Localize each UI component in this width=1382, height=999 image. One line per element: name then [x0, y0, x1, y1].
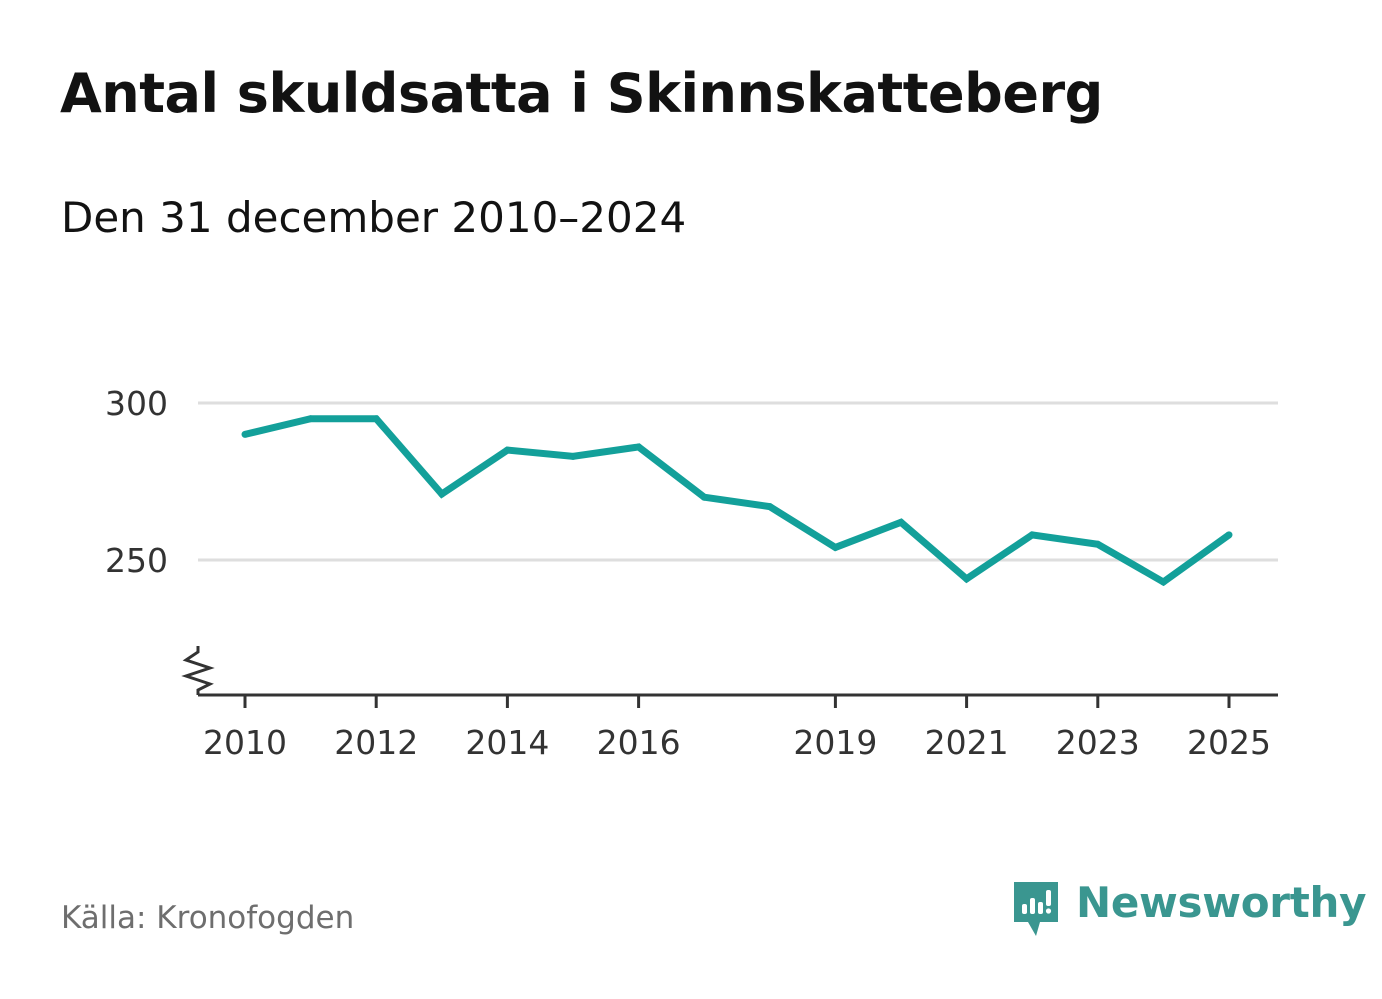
data-point: [635, 443, 643, 451]
data-point: [1225, 531, 1233, 539]
data-point: [1159, 578, 1167, 586]
series-line: [244, 415, 1232, 587]
data-point: [700, 493, 708, 501]
chart-subtitle: Den 31 december 2010–2024: [61, 193, 687, 242]
newsworthy-logo-icon: [1014, 882, 1058, 936]
data-point: [831, 543, 839, 551]
data-point: [766, 503, 774, 511]
x-tick-label: 2021: [925, 723, 1009, 762]
x-tick-label: 2012: [334, 723, 418, 762]
y-axis-labels: 300 250: [105, 384, 168, 580]
brand-logo: Newsworthy: [1010, 878, 1366, 942]
x-tick-label: 2023: [1056, 723, 1140, 762]
data-point: [503, 446, 511, 454]
x-tick-label: 2016: [597, 723, 681, 762]
x-tick-label: 2014: [465, 723, 549, 762]
x-axis: [181, 646, 1278, 708]
data-point: [963, 575, 971, 583]
x-tick-label: 2019: [793, 723, 877, 762]
x-tick-label: 2010: [203, 723, 287, 762]
data-point: [372, 415, 380, 423]
data-point: [1028, 531, 1036, 539]
data-point: [307, 415, 315, 423]
series-group: [241, 415, 1233, 587]
x-tick-label: 2025: [1187, 723, 1271, 762]
axis-break-icon: [181, 646, 215, 695]
data-point: [897, 518, 905, 526]
data-point: [1094, 540, 1102, 548]
brand-name: Newsworthy: [1076, 878, 1367, 927]
source-note: Källa: Kronofogden: [61, 900, 355, 936]
x-axis-labels: 2010 2012 2014 2016 2019 2021 2023 2025: [203, 723, 1271, 762]
y-tick-label: 300: [105, 384, 168, 423]
data-point: [569, 452, 577, 460]
y-tick-label: 250: [105, 541, 168, 580]
gridlines: [198, 401, 1278, 562]
data-point: [438, 490, 446, 498]
data-point: [241, 430, 249, 438]
chart-title: Antal skuldsatta i Skinnskatteberg: [60, 62, 1103, 125]
